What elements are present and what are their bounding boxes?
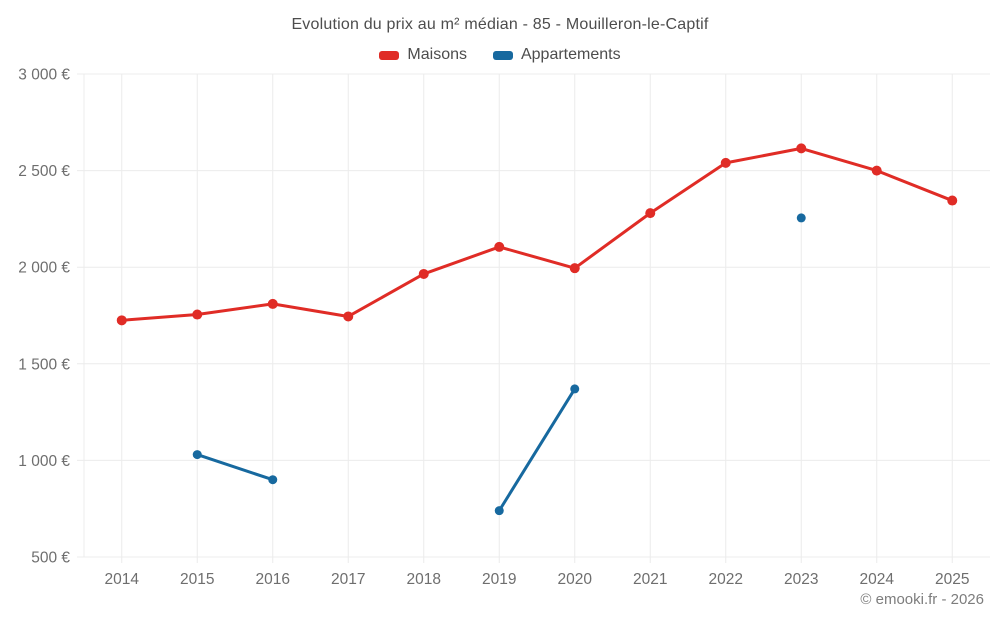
y-tick-label-3000: 3 000 € <box>18 67 70 84</box>
y-tick-label-2500: 2 500 € <box>18 163 70 180</box>
x-tick-label-2015: 2015 <box>180 571 214 588</box>
appartements-point-2016[interactable] <box>268 475 278 485</box>
y-tick-label-2000: 2 000 € <box>18 260 70 277</box>
legend-label-maisons: Maisons <box>407 46 467 63</box>
maisons-point-2019[interactable] <box>494 241 505 252</box>
legend: Maisons Appartements <box>0 46 1000 64</box>
maisons-point-2022[interactable] <box>720 157 731 168</box>
x-tick-label-2025: 2025 <box>935 571 969 588</box>
y-tick-label-1000: 1 000 € <box>18 453 70 470</box>
maisons-point-2016[interactable] <box>267 298 278 309</box>
appartements-line <box>497 387 577 513</box>
x-tick-label-2016: 2016 <box>256 571 290 588</box>
x-tick-label-2019: 2019 <box>482 571 516 588</box>
x-tick-label-2017: 2017 <box>331 571 365 588</box>
appartements-point-2020[interactable] <box>570 384 580 394</box>
maisons-point-2025[interactable] <box>947 195 958 206</box>
maisons-point-2018[interactable] <box>418 268 429 279</box>
maisons-point-2014[interactable] <box>116 315 127 326</box>
x-tick-label-2014: 2014 <box>105 571 140 588</box>
x-tick-label-2020: 2020 <box>558 571 593 588</box>
x-tick-label-2024: 2024 <box>860 571 895 588</box>
legend-item-maisons[interactable]: Maisons <box>379 46 467 64</box>
maisons-line <box>120 146 954 322</box>
x-tick-label-2022: 2022 <box>709 571 743 588</box>
footer-credit: © emooki.fr - 2026 <box>860 591 984 608</box>
maisons-point-2023[interactable] <box>796 143 807 154</box>
appartements-point-2019[interactable] <box>494 506 504 516</box>
appartements-point-2023[interactable] <box>796 213 806 223</box>
maisons-point-2015[interactable] <box>192 309 203 320</box>
chart-title: Evolution du prix au m² médian - 85 - Mo… <box>291 16 709 33</box>
y-tick-label-500: 500 € <box>31 550 70 567</box>
legend-label-appartements: Appartements <box>520 46 621 63</box>
maisons-point-2021[interactable] <box>645 208 656 219</box>
appartements-line <box>195 453 275 482</box>
maisons-point-2024[interactable] <box>871 165 882 176</box>
appartements-point-2015[interactable] <box>192 450 202 460</box>
maisons-point-2017[interactable] <box>343 311 354 322</box>
y-tick-label-1500: 1 500 € <box>18 356 70 373</box>
x-tick-label-2023: 2023 <box>784 571 818 588</box>
legend-item-appartements[interactable]: Appartements <box>492 46 621 64</box>
maisons-point-2020[interactable] <box>569 263 580 274</box>
x-tick-label-2021: 2021 <box>633 571 667 588</box>
x-tick-label-2018: 2018 <box>407 571 441 588</box>
appartements-legend-swatch-icon <box>492 50 513 60</box>
maisons-legend-swatch-icon <box>379 50 400 60</box>
